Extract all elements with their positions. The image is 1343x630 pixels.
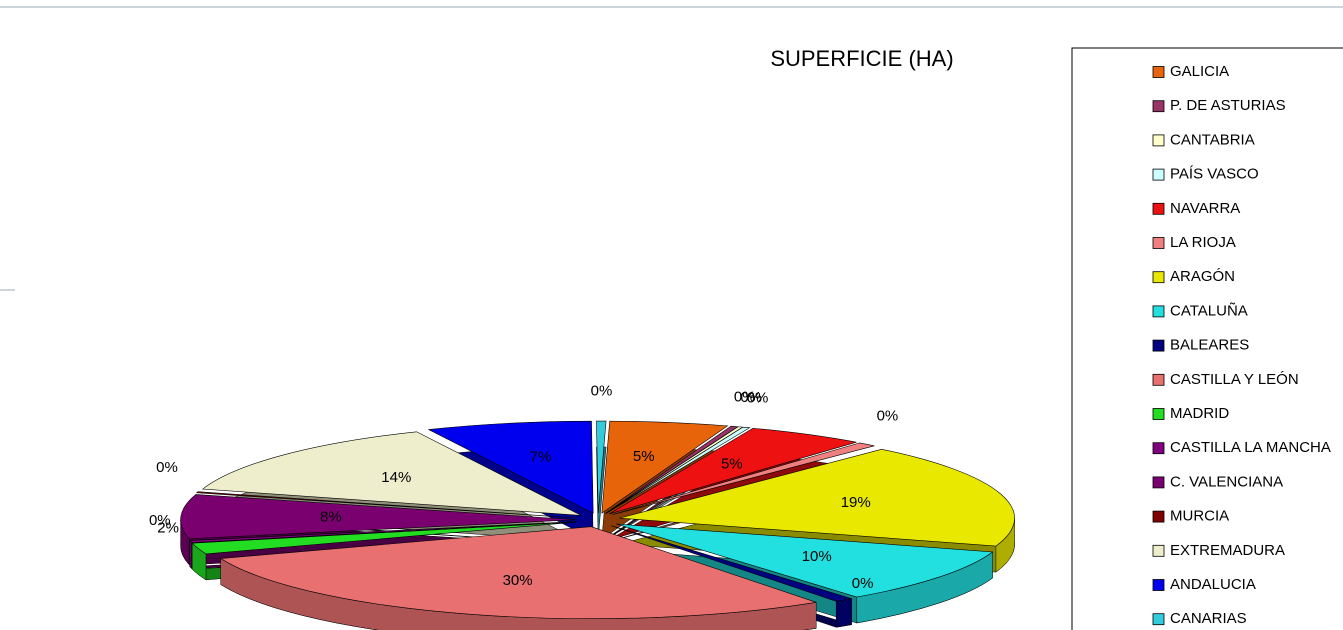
data-label: 2% [157,520,179,537]
legend-swatch [1152,202,1165,215]
legend-swatch [1152,305,1165,318]
legend-swatch [1152,134,1165,147]
legend-label: GALICIA [1170,63,1229,80]
legend-label: MADRID [1170,405,1229,422]
data-label: 0% [852,575,874,592]
legend-swatch [1152,544,1165,557]
data-label: 0% [740,389,762,406]
legend-label: NAVARRA [1170,200,1240,217]
legend-label: ANDALUCIA [1170,576,1256,593]
slice [195,491,577,519]
slice [188,521,577,544]
legend-swatch [1152,237,1165,249]
legend-swatch [1152,168,1165,181]
slice-wall [835,598,852,628]
data-label: 0% [747,390,769,407]
slice [427,420,594,514]
legend-label: CASTILLA LA MANCHA [1170,439,1331,456]
legend-label: LA RIOJA [1170,234,1236,251]
data-label: 30% [503,572,533,589]
legend-label: MURCIA [1170,508,1229,525]
legend-label: C. VALENCIANA [1170,473,1283,490]
legend-label: PAÍS VASCO [1170,166,1259,183]
slice [219,526,817,619]
legend-label: BALEARES [1170,337,1249,354]
legend-box [1071,47,1343,630]
slice [191,521,577,555]
slice [616,523,994,598]
legend-swatch [1152,510,1165,523]
data-label: 7% [530,448,552,465]
legend-swatch [1152,408,1165,420]
data-label: 0% [877,408,899,425]
slice [612,442,875,515]
data-label: 10% [802,548,832,565]
chart-title: SUPERFICIE (HA) [770,46,953,71]
slice-wall [189,539,192,570]
legend-label: EXTREMADURA [1170,542,1285,559]
slice [619,448,1015,547]
legend-swatch [1152,66,1165,78]
legend-swatch [1152,100,1165,113]
legend-swatch [1152,339,1165,352]
data-label: 0% [591,383,613,400]
legend-swatch [1152,442,1165,455]
slice [611,525,852,602]
slice [201,431,582,516]
data-label: 19% [841,494,871,511]
legend-label: ARAGÓN [1170,268,1235,285]
data-label: 8% [320,509,342,526]
slice [609,427,857,515]
legend-swatch [1152,373,1165,386]
slice [596,420,607,514]
legend-label: CANTABRIA [1170,131,1255,148]
legend-label: CATALUÑA [1170,302,1248,319]
legend-swatch [1152,271,1165,284]
slice [601,420,729,514]
data-label: 5% [721,456,743,473]
legend-swatch [1152,579,1165,591]
slice [605,426,751,514]
legend-label: P. DE ASTURIAS [1170,97,1286,114]
legend-label: CANARIAS [1170,610,1247,627]
data-label: 5% [633,448,655,465]
data-label: 0% [156,459,178,476]
data-label: 0% [149,512,171,529]
slice [180,494,576,540]
legend-swatch [1152,613,1165,626]
data-label: 14% [381,469,411,486]
data-label: 0% [734,388,756,405]
legend-swatch [1152,476,1165,489]
legend-label: CASTILLA Y LEÓN [1170,371,1299,388]
